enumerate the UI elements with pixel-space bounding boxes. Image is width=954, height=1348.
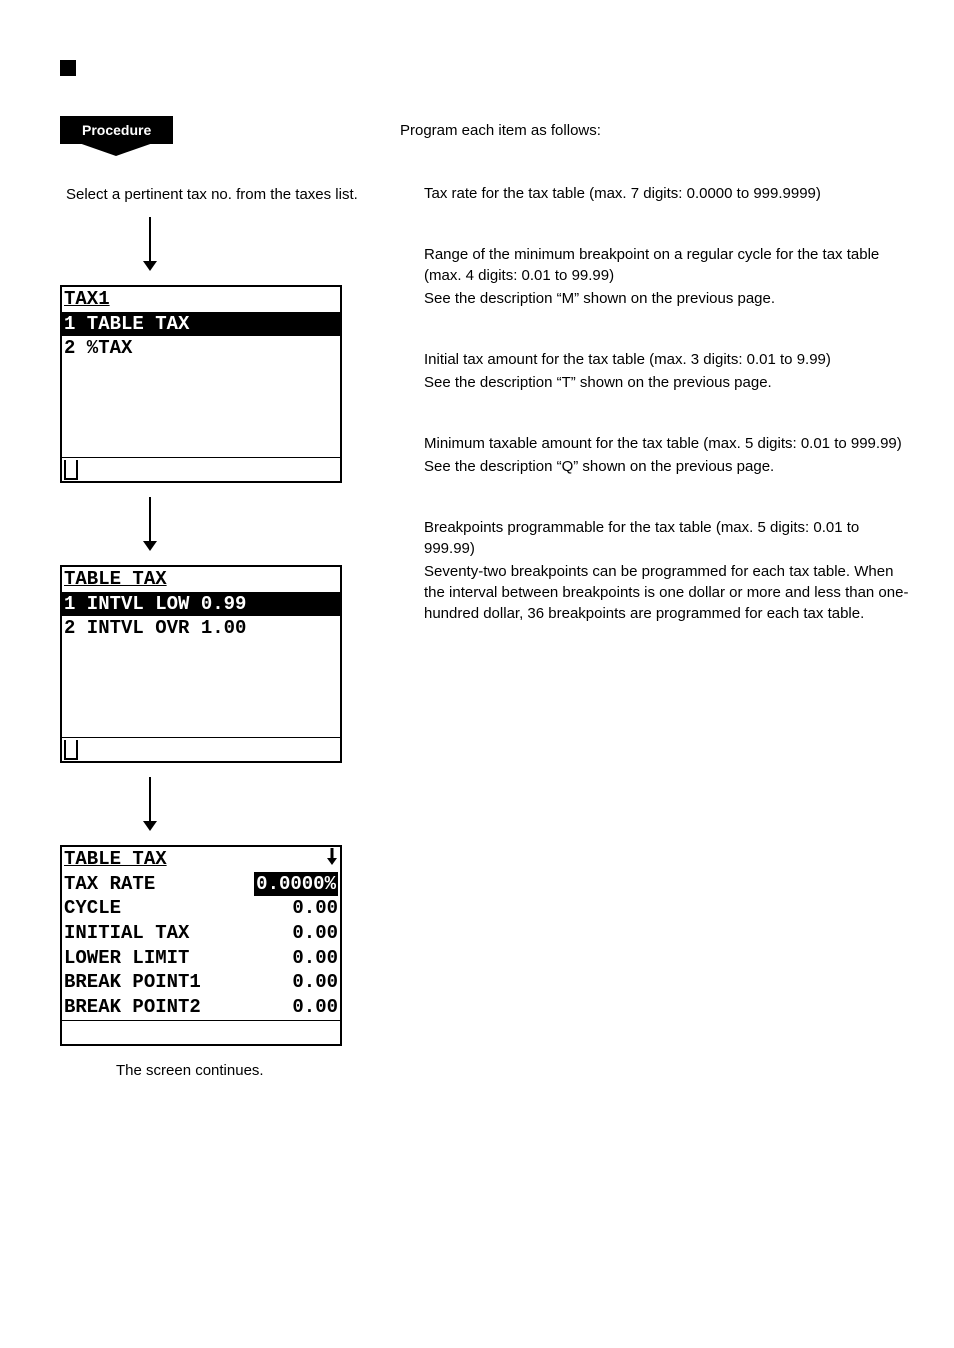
desc-line: Breakpoints programmable for the tax tab… xyxy=(424,517,914,559)
desc-line: See the description “T” shown on the pre… xyxy=(424,372,914,393)
lcd1-row: 2 %TAX xyxy=(62,336,340,361)
desc-line: Seventy-two breakpoints can be programme… xyxy=(424,561,914,624)
cursor-icon xyxy=(64,460,78,480)
lcd2-row: 2 INTVL OVR 1.00 xyxy=(62,616,340,641)
procedure-pointer-icon xyxy=(76,142,156,156)
lcd3-row-bp1: BREAK POINT1 0.00 xyxy=(62,970,340,995)
desc-line: See the description “M” shown on the pre… xyxy=(424,288,914,309)
lcd3-row-initialtax: INITIAL TAX 0.00 xyxy=(62,921,340,946)
procedure-label: Procedure xyxy=(60,116,173,144)
intro-text: Program each item as follows: xyxy=(400,122,914,139)
two-column-layout: Procedure Select a pertinent tax no. fro… xyxy=(60,116,914,1079)
desc-taxrate: Tax rate for the tax table (max. 7 digit… xyxy=(424,183,914,204)
lcd3-initialtax-value: 0.00 xyxy=(292,921,338,946)
lcd-screen-1: TAX1 1 TABLE TAX 2 %TAX xyxy=(60,285,342,483)
desc-line: Initial tax amount for the tax table (ma… xyxy=(424,349,914,370)
lcd3-taxrate-label: TAX RATE xyxy=(64,872,155,897)
description-column: Program each item as follows: Tax rate f… xyxy=(400,116,914,1079)
lcd3-row-cycle: CYCLE 0.00 xyxy=(62,896,340,921)
lcd3-bp2-label: BREAK POINT2 xyxy=(64,995,201,1020)
desc-line: Minimum taxable amount for the tax table… xyxy=(424,433,914,454)
lcd1-header: TAX1 xyxy=(62,287,110,312)
lcd3-lowerlimit-value: 0.00 xyxy=(292,946,338,971)
lcd3-footer xyxy=(62,1020,340,1044)
lcd3-lowerlimit-label: LOWER LIMIT xyxy=(64,946,189,971)
lcd3-initialtax-label: INITIAL TAX xyxy=(64,921,189,946)
lcd3-row-lowerlimit: LOWER LIMIT 0.00 xyxy=(62,946,340,971)
lcd3-bp2-value: 0.00 xyxy=(292,995,338,1020)
lcd3-bp1-value: 0.00 xyxy=(292,970,338,995)
lcd-screen-3: TABLE TAX TAX RATE 0.0000% CYCLE 0.00 xyxy=(60,845,342,1046)
lcd3-cycle-label: CYCLE xyxy=(64,896,121,921)
desc-line: See the description “Q” shown on the pre… xyxy=(424,456,914,477)
scroll-down-icon xyxy=(326,847,338,872)
lcd2-header: TABLE TAX xyxy=(62,567,167,592)
screen-continues-text: The screen continues. xyxy=(116,1062,360,1079)
lcd3-cycle-value: 0.00 xyxy=(292,896,338,921)
lcd1-footer xyxy=(62,457,340,481)
desc-lowerlimit: Minimum taxable amount for the tax table… xyxy=(424,433,914,477)
lcd3-header: TABLE TAX xyxy=(64,847,167,872)
desc-line: Tax rate for the tax table (max. 7 digit… xyxy=(424,183,914,204)
lcd2-row-highlighted: 1 INTVL LOW 0.99 xyxy=(62,592,340,617)
lcd3-row-taxrate: TAX RATE 0.0000% xyxy=(62,872,340,897)
lcd3-taxrate-value: 0.0000% xyxy=(254,872,338,897)
procedure-badge: Procedure xyxy=(60,116,360,156)
down-arrow-icon xyxy=(140,217,360,271)
desc-cycle: Range of the minimum breakpoint on a reg… xyxy=(424,244,914,309)
desc-breakpoints: Breakpoints programmable for the tax tab… xyxy=(424,517,914,624)
desc-initialtax: Initial tax amount for the tax table (ma… xyxy=(424,349,914,393)
lcd2-footer xyxy=(62,737,340,761)
page-marker xyxy=(60,60,76,76)
down-arrow-icon xyxy=(140,497,360,551)
lcd-screen-2: TABLE TAX 1 INTVL LOW 0.99 2 INTVL OVR 1… xyxy=(60,565,342,763)
instruction-text: Select a pertinent tax no. from the taxe… xyxy=(66,186,360,203)
cursor-icon xyxy=(64,740,78,760)
down-arrow-icon xyxy=(140,777,360,831)
lcd1-row-highlighted: 1 TABLE TAX xyxy=(62,312,340,337)
lcd3-bp1-label: BREAK POINT1 xyxy=(64,970,201,995)
desc-line: Range of the minimum breakpoint on a reg… xyxy=(424,244,914,286)
lcd3-row-bp2: BREAK POINT2 0.00 xyxy=(62,995,340,1020)
procedure-column: Procedure Select a pertinent tax no. fro… xyxy=(60,116,360,1079)
